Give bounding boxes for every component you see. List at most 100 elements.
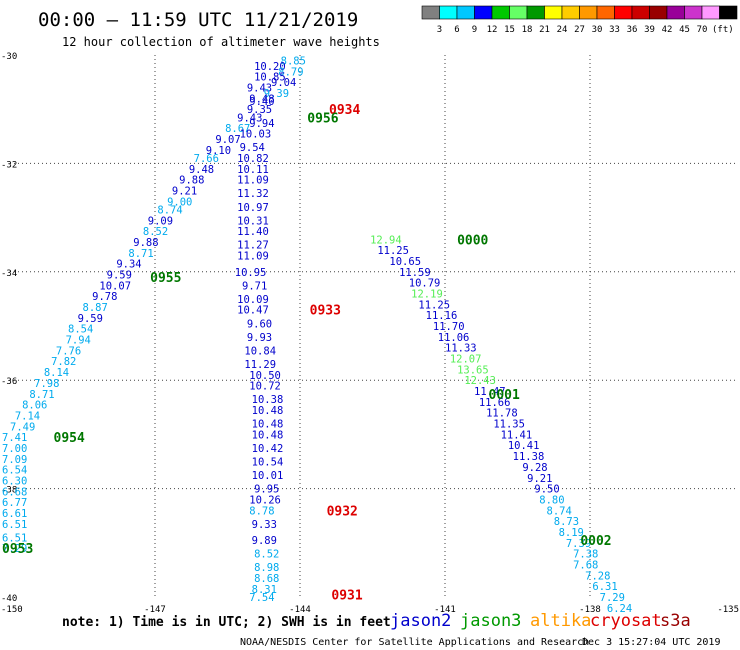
pass-time-label: 0932: [327, 504, 358, 519]
y-tick-label: -36: [1, 377, 17, 387]
wave-height-label: 11.25: [418, 299, 450, 311]
wave-height-label: 9.88: [133, 237, 158, 249]
wave-height-label: 10.95: [235, 267, 267, 279]
wave-height-label: 10.79: [409, 278, 441, 290]
wave-height-label: 10.38: [252, 394, 284, 406]
colorbar-swatch: [596, 5, 615, 20]
colorbar-label: 18: [522, 25, 533, 35]
footer-timestamp: Dec 3 15:27:04 UTC 2019: [582, 637, 720, 648]
x-tick-label: -141: [434, 605, 456, 615]
wave-height-label: 8.06: [22, 400, 47, 412]
legend-jason2: jason2: [390, 611, 451, 631]
wave-height-label: 8.79: [278, 66, 303, 78]
wave-height-label: 8.71: [29, 389, 54, 401]
wave-height-label: 8.74: [547, 505, 572, 517]
colorbar-swatch: [526, 5, 545, 20]
wave-height-label: 11.27: [237, 240, 269, 252]
wave-height-label: 8.98: [254, 562, 279, 574]
wave-height-label: 9.28: [522, 462, 547, 474]
y-tick-label: -38: [1, 486, 17, 496]
colorbar-swatch: [684, 5, 703, 20]
colorbar-label: 70: [697, 25, 708, 35]
wave-height-label: 12.43: [464, 375, 496, 387]
pass-time-label: 0956: [307, 111, 338, 126]
wave-height-label: 9.50: [534, 484, 559, 496]
wave-height-label: 9.21: [527, 473, 552, 485]
wave-height-label: 7.09: [2, 454, 27, 466]
colorbar-swatch: [474, 5, 493, 20]
wave-height-label: 9.34: [116, 259, 141, 271]
wave-height-label: 10.20: [254, 61, 286, 73]
wave-height-label: 10.54: [252, 457, 284, 469]
wave-height-label: 11.09: [237, 251, 269, 263]
colorbar-label: 12: [487, 25, 498, 35]
wave-height-label: 7.54: [249, 592, 274, 604]
y-tick-label: -32: [1, 160, 17, 170]
wave-height-label: 10.82: [237, 153, 269, 165]
colorbar-label: 21: [539, 25, 550, 35]
wave-height-label: 6.77: [2, 497, 27, 509]
footer-credit: NOAA/NESDIS Center for Satellite Applica…: [240, 637, 589, 648]
pass-time-label: 0955: [150, 271, 181, 286]
wave-height-label: 9.54: [240, 142, 265, 154]
colorbar-swatch: [701, 5, 720, 20]
wave-height-label: 9.48: [189, 164, 214, 176]
wave-height-label: 11.78: [486, 408, 518, 420]
wave-height-label: 9.88: [179, 175, 204, 187]
colorbar-swatch: [719, 5, 738, 20]
wave-height-label: 11.59: [399, 267, 431, 279]
legend-s3a: s3a: [660, 611, 691, 631]
wave-height-label: 10.42: [252, 443, 284, 455]
wave-height-label: 9.59: [107, 270, 132, 282]
wave-height-label: 9.59: [78, 313, 103, 325]
wave-height-label: 11.47: [474, 386, 506, 398]
wave-height-label: 9.60: [247, 318, 272, 330]
wave-height-label: 9.07: [215, 134, 240, 146]
wave-height-label: 11.41: [501, 429, 533, 441]
wave-height-label: 11.16: [426, 310, 458, 322]
x-tick-label: -144: [289, 605, 311, 615]
colorbar-swatch: [491, 5, 510, 20]
colorbar-label: 30: [592, 25, 603, 35]
pass-time-label: 0934: [329, 103, 360, 118]
wave-height-label: 8.67: [225, 123, 250, 135]
wave-height-label: 13.65: [457, 364, 489, 376]
pass-time-label: 0001: [489, 388, 520, 403]
wave-height-label: 7.00: [2, 443, 27, 455]
x-tick-label: -138: [579, 605, 601, 615]
wave-height-label: 6.31: [592, 581, 617, 593]
wave-height-label: 10.84: [244, 345, 276, 357]
wave-height-label: 9.93: [247, 332, 272, 344]
y-tick-label: -40: [1, 594, 17, 604]
colorbar-swatch: [544, 5, 563, 20]
wave-height-label: 11.25: [377, 245, 409, 257]
wave-height-label: 8.73: [554, 516, 579, 528]
pass-time-label: 0953: [2, 542, 33, 557]
wave-height-label: 10.01: [252, 470, 284, 482]
wave-height-label: 8.54: [68, 324, 93, 336]
wave-height-label: 8.87: [83, 302, 108, 314]
pass-time-label: 0002: [580, 534, 611, 549]
wave-height-label: 10.31: [237, 215, 269, 227]
wave-height-label: 7.49: [10, 421, 35, 433]
wave-height-label: 9.09: [148, 215, 173, 227]
wave-height-label: 9.94: [249, 118, 274, 130]
wave-height-label: 9.95: [254, 484, 279, 496]
wave-height-label: 7.14: [15, 410, 40, 422]
wave-height-label: 8.80: [539, 494, 564, 506]
wave-height-label: 8.52: [143, 226, 168, 238]
colorbar-swatch: [421, 5, 440, 20]
footer-note: note: 1) Time is in UTC; 2) SWH is in fe…: [62, 615, 391, 630]
x-tick-label: -150: [1, 605, 23, 615]
wave-height-label: 8.14: [44, 367, 69, 379]
pass-time-label: 0000: [457, 233, 488, 248]
wave-height-label: 6.68: [2, 486, 27, 498]
colorbar-label: 24: [557, 25, 568, 35]
wave-height-label: 11.06: [438, 332, 470, 344]
wave-height-label: 10.47: [237, 305, 269, 317]
legend-cryosat: cryosat: [590, 611, 662, 631]
colorbar-swatch: [561, 5, 580, 20]
wave-height-label: 9.48: [249, 93, 274, 105]
